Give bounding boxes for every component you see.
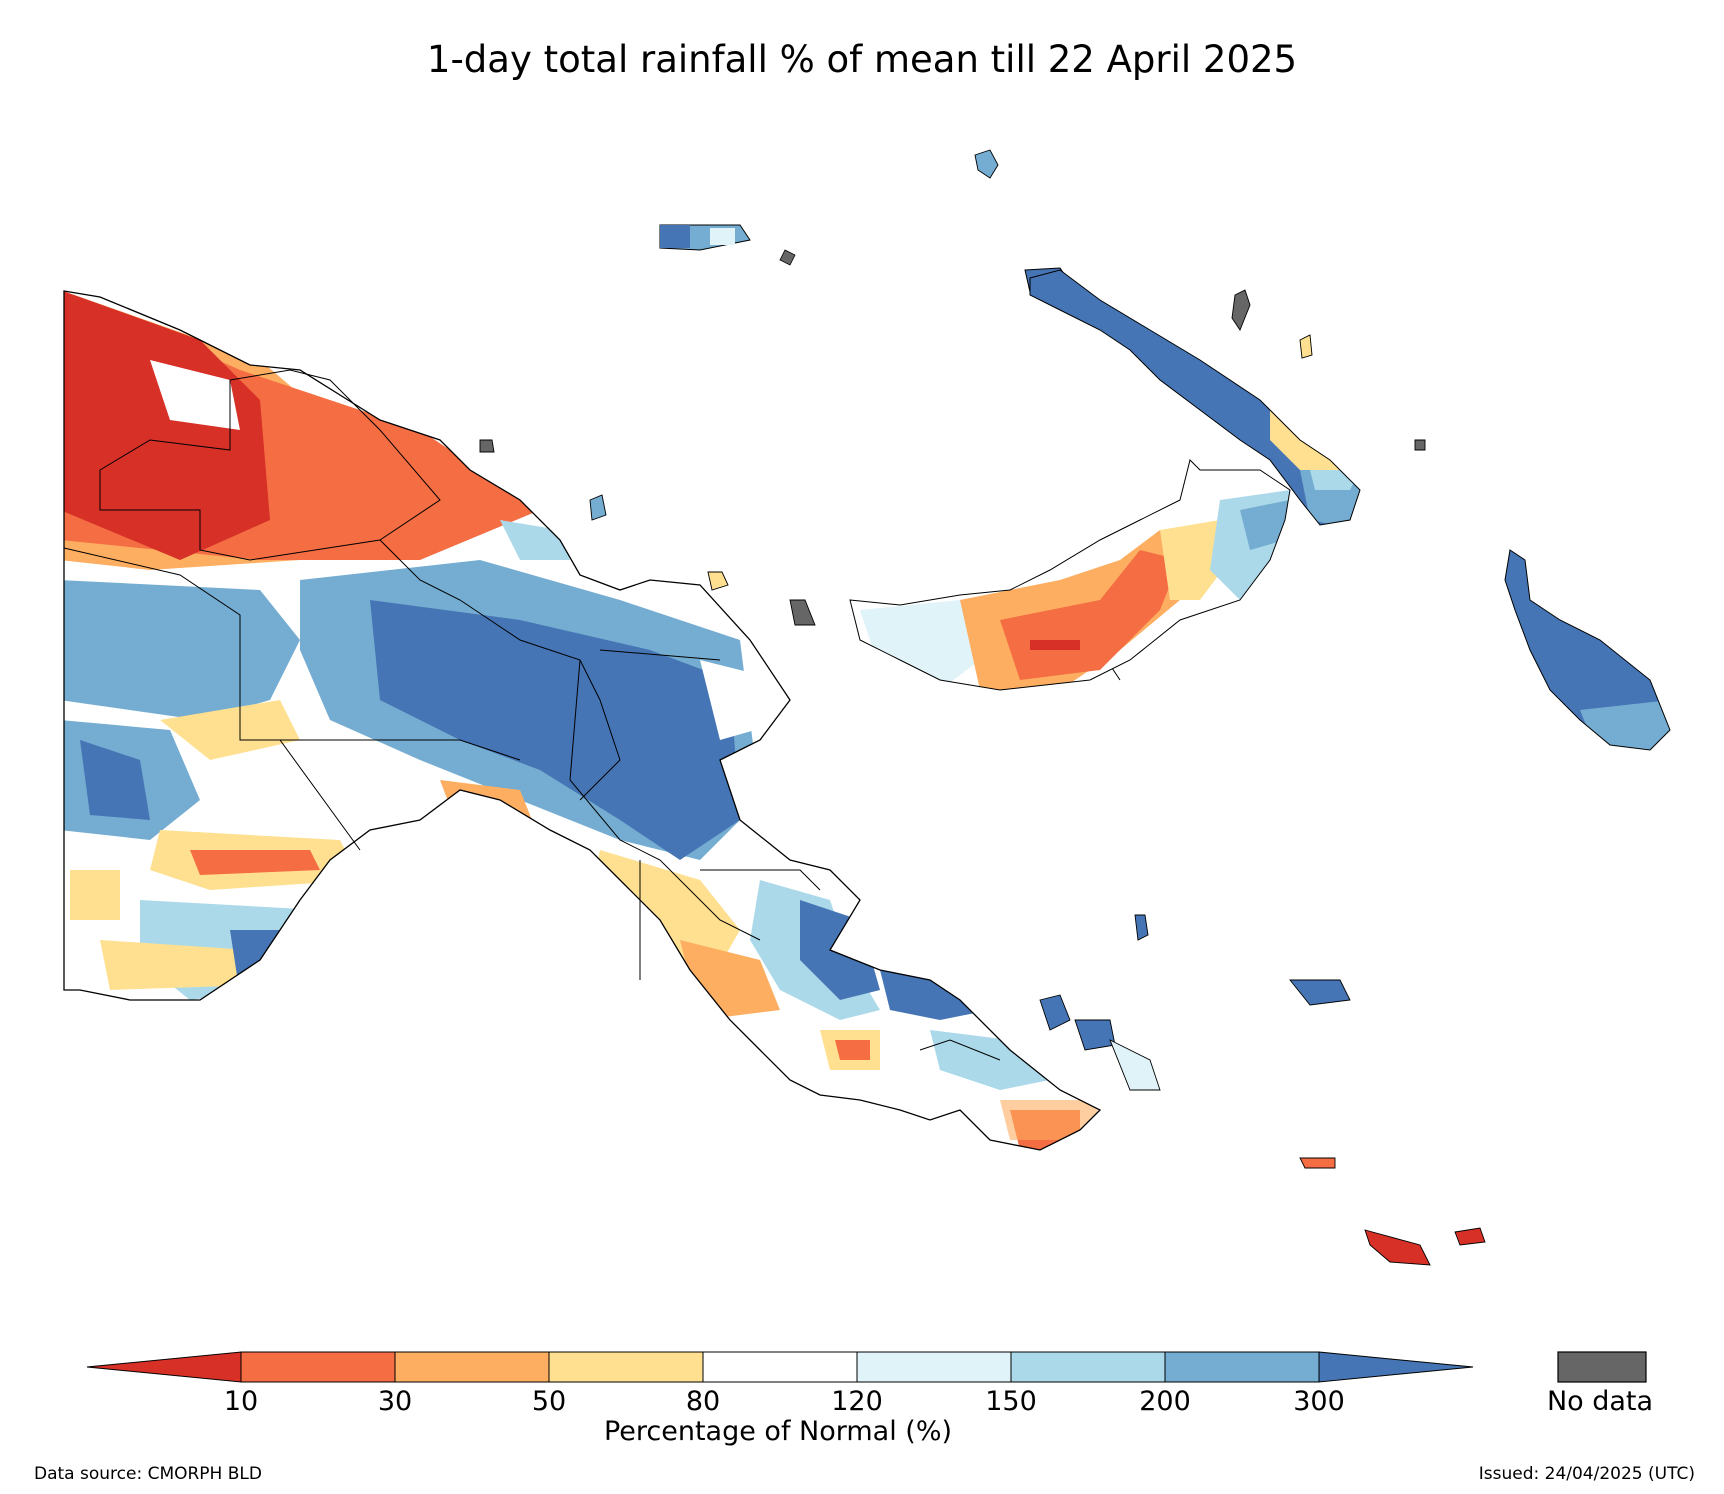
bougainville-coastline bbox=[1504, 549, 1671, 751]
tick-label-200: 200 bbox=[1139, 1386, 1191, 1417]
tick-label-80: 80 bbox=[685, 1386, 721, 1417]
colorbar-bin-4 bbox=[702, 1351, 858, 1383]
colorbar-bin-1 bbox=[240, 1351, 396, 1383]
colorbar-bin-3 bbox=[548, 1351, 704, 1383]
colorbar-label: Percentage of Normal (%) bbox=[603, 1416, 953, 1447]
province-borders bbox=[63, 369, 1121, 1061]
tick-label-10: 10 bbox=[223, 1386, 259, 1417]
tick-label-50: 50 bbox=[531, 1386, 567, 1417]
no-data-label: No data bbox=[1546, 1386, 1654, 1417]
manus-island bbox=[659, 224, 796, 266]
colorbar-bin-5 bbox=[856, 1351, 1012, 1383]
new-ireland-coastline bbox=[1029, 269, 1361, 526]
colorbar-bin-0 bbox=[86, 1351, 242, 1383]
tick-label-120: 120 bbox=[831, 1386, 883, 1417]
colorbar-bin-7 bbox=[1164, 1351, 1320, 1383]
map-title: 1-day total rainfall % of mean till 22 A… bbox=[426, 38, 1298, 81]
tick-label-150: 150 bbox=[985, 1386, 1037, 1417]
new-britain-coastline bbox=[849, 459, 1291, 691]
colorbar-bin-8 bbox=[1318, 1351, 1474, 1383]
issued-date: Issued: 24/04/2025 (UTC) bbox=[1478, 1464, 1695, 1484]
colorbar-bin-6 bbox=[1010, 1351, 1166, 1383]
no-data-swatch bbox=[1557, 1351, 1647, 1383]
tick-label-30: 30 bbox=[377, 1386, 413, 1417]
data-source: Data source: CMORPH BLD bbox=[34, 1464, 262, 1484]
mainland-coastline bbox=[63, 290, 1102, 1151]
small-islands bbox=[479, 149, 1486, 1266]
colorbar bbox=[86, 1351, 1647, 1383]
tick-label-300: 300 bbox=[1293, 1386, 1345, 1417]
new-britain-rainfall bbox=[850, 460, 1290, 690]
colorbar-bin-2 bbox=[394, 1351, 550, 1383]
